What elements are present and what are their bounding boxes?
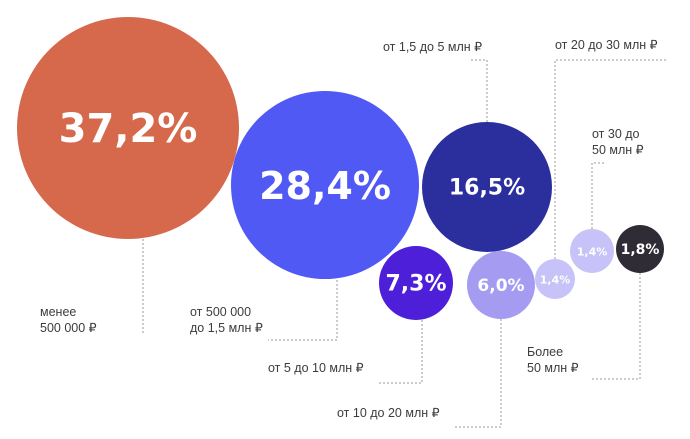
bubble-value-label: 6,0%	[477, 276, 524, 296]
category-label: менее 500 000 ₽	[40, 305, 97, 335]
bubble	[17, 17, 239, 239]
bubble	[467, 251, 535, 319]
category-label: от 500 000 до 1,5 млн ₽	[190, 305, 263, 335]
leader-line	[554, 59, 667, 259]
bubble-value-label: 7,3%	[385, 272, 446, 297]
bubble-value-label: 16,5%	[449, 176, 525, 201]
category-label: от 5 до 10 млн ₽	[268, 361, 364, 375]
category-label: от 10 до 20 млн ₽	[337, 406, 440, 420]
bubble	[535, 259, 575, 299]
bubble-value-label: 1,4%	[577, 246, 608, 259]
bubble-value-label: 28,4%	[259, 164, 391, 208]
bubble	[231, 91, 419, 279]
leader-line	[592, 273, 641, 380]
bubble	[616, 225, 664, 273]
leader-line	[591, 162, 605, 229]
bubble-value-label: 37,2%	[59, 106, 198, 152]
category-label: от 20 до 30 млн ₽	[555, 38, 658, 52]
category-label: от 1,5 до 5 млн ₽	[383, 40, 482, 54]
leader-line	[454, 319, 502, 428]
bubble-value-label: 1,8%	[621, 242, 660, 258]
category-label: от 30 до 50 млн ₽	[592, 127, 644, 157]
leader-line	[378, 320, 423, 384]
bubble	[379, 246, 453, 320]
category-label: Более 50 млн ₽	[527, 345, 579, 375]
bubble-value-label: 1,4%	[540, 274, 571, 287]
bubble	[570, 229, 614, 273]
leader-line	[268, 280, 338, 341]
bubble	[422, 122, 552, 252]
leader-line	[470, 59, 488, 122]
